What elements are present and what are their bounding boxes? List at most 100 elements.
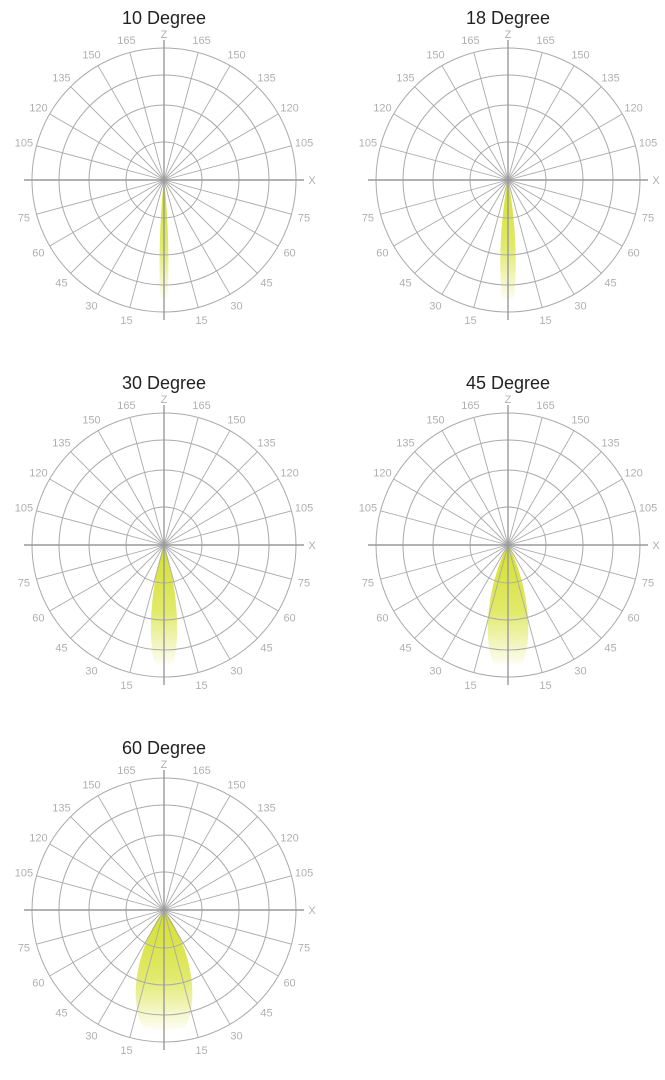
panel-title: 18 Degree	[465, 8, 551, 28]
polar-panel: 45 Degree 165 165 150 150 135 135 120 120 105 105 7…	[358, 365, 661, 715]
grid-spoke	[507, 544, 602, 639]
panel-title: 60 Degree	[121, 738, 207, 758]
angle-label: 135	[396, 72, 414, 84]
angle-label: 75	[298, 578, 310, 590]
angle-label: 150	[571, 49, 589, 61]
angle-label: 120	[280, 103, 298, 115]
angle-label: 120	[280, 468, 298, 480]
angle-label: 75	[362, 213, 374, 225]
angle-label: 15	[464, 680, 476, 692]
polar-panel: 60 Degree 165 165 150 150 135 135 120 120 105 105 7…	[14, 730, 317, 1080]
angle-label: 30	[574, 301, 586, 313]
angle-label: 45	[55, 643, 67, 655]
angle-label: 150	[426, 49, 444, 61]
grid-spoke	[507, 510, 636, 546]
grid-spoke	[163, 909, 199, 1038]
grid-spoke	[507, 179, 575, 295]
grid-spoke	[36, 145, 165, 181]
angle-label: 15	[120, 680, 132, 692]
grid-spoke	[507, 544, 636, 580]
grid-spoke	[163, 544, 199, 673]
angle-label: 60	[376, 613, 388, 625]
grid-spoke	[163, 52, 199, 181]
grid-spoke	[507, 179, 623, 247]
polar-chart: 165 165 150 150 135 135 120 120 105 105 75 75 60 60 45…	[15, 29, 317, 327]
angle-label: 30	[230, 666, 242, 678]
angle-label: 105	[639, 137, 657, 149]
grid-spoke	[163, 113, 279, 181]
grid-spoke	[393, 113, 509, 181]
grid-spoke	[473, 52, 509, 181]
angle-label: 120	[624, 468, 642, 480]
angle-label: 120	[29, 833, 47, 845]
grid-spoke	[393, 544, 509, 612]
grid-spoke	[507, 478, 623, 546]
angle-label: 75	[362, 578, 374, 590]
grid-spoke	[507, 179, 636, 215]
angle-label: 105	[15, 502, 33, 514]
angle-label: 135	[52, 802, 70, 814]
grid-spoke	[129, 417, 165, 546]
angle-label: 15	[195, 315, 207, 327]
grid-spoke	[70, 816, 165, 911]
grid-spoke	[507, 544, 623, 612]
grid-spoke	[49, 179, 165, 247]
grid-spoke	[507, 430, 575, 546]
x-axis-label: X	[652, 540, 660, 552]
grid-spoke	[36, 909, 165, 945]
angle-label: 30	[230, 1031, 242, 1043]
grid-spoke	[163, 544, 231, 660]
grid-spoke	[414, 451, 509, 546]
angle-label: 150	[571, 414, 589, 426]
angle-label: 60	[32, 978, 44, 990]
angle-label: 165	[461, 35, 479, 47]
angle-label: 165	[536, 400, 554, 412]
grid-spoke	[507, 113, 623, 181]
angle-label: 105	[295, 137, 313, 149]
x-axis-label: X	[308, 175, 316, 187]
grid-spoke	[507, 451, 602, 546]
angle-label: 150	[426, 414, 444, 426]
grid-spoke	[393, 179, 509, 247]
angle-label: 45	[260, 643, 272, 655]
grid-spoke	[507, 179, 543, 308]
grid-spoke	[414, 179, 509, 274]
grid-spoke	[70, 179, 165, 274]
grid-spoke	[97, 65, 165, 181]
angle-label: 30	[85, 666, 97, 678]
grid-spoke	[36, 510, 165, 546]
grid-spoke	[473, 179, 509, 308]
grid-spoke	[507, 65, 575, 181]
grid-spoke	[163, 544, 258, 639]
grid-spoke	[163, 544, 279, 612]
grid-spoke	[129, 782, 165, 911]
grid-spoke	[163, 86, 258, 181]
grid-spoke	[129, 52, 165, 181]
angle-label: 165	[192, 35, 210, 47]
grid-spoke	[380, 145, 509, 181]
grid-spoke	[70, 544, 165, 639]
angle-label: 165	[117, 765, 135, 777]
polar-chart: 165 165 150 150 135 135 120 120 105 105 75 75 60 60 45…	[15, 759, 317, 1057]
grid-spoke	[414, 86, 509, 181]
angle-label: 30	[429, 301, 441, 313]
angle-label: 45	[55, 1008, 67, 1020]
grid-spoke	[163, 909, 279, 977]
grid-spoke	[473, 544, 509, 673]
polar-chart: 165 165 150 150 135 135 120 120 105 105 75 75 60 60 45…	[359, 29, 661, 327]
angle-label: 60	[32, 248, 44, 260]
grid-spoke	[380, 179, 509, 215]
grid-spoke	[380, 544, 509, 580]
angle-label: 15	[464, 315, 476, 327]
angle-label: 165	[192, 765, 210, 777]
angle-label: 105	[15, 137, 33, 149]
angle-label: 105	[15, 867, 33, 879]
angle-label: 120	[373, 103, 391, 115]
angle-label: 30	[230, 301, 242, 313]
angle-label: 105	[295, 867, 313, 879]
angle-label: 30	[85, 301, 97, 313]
angle-label: 75	[18, 578, 30, 590]
angle-label: 165	[536, 35, 554, 47]
angle-label: 60	[32, 613, 44, 625]
grid-spoke	[97, 909, 165, 1025]
